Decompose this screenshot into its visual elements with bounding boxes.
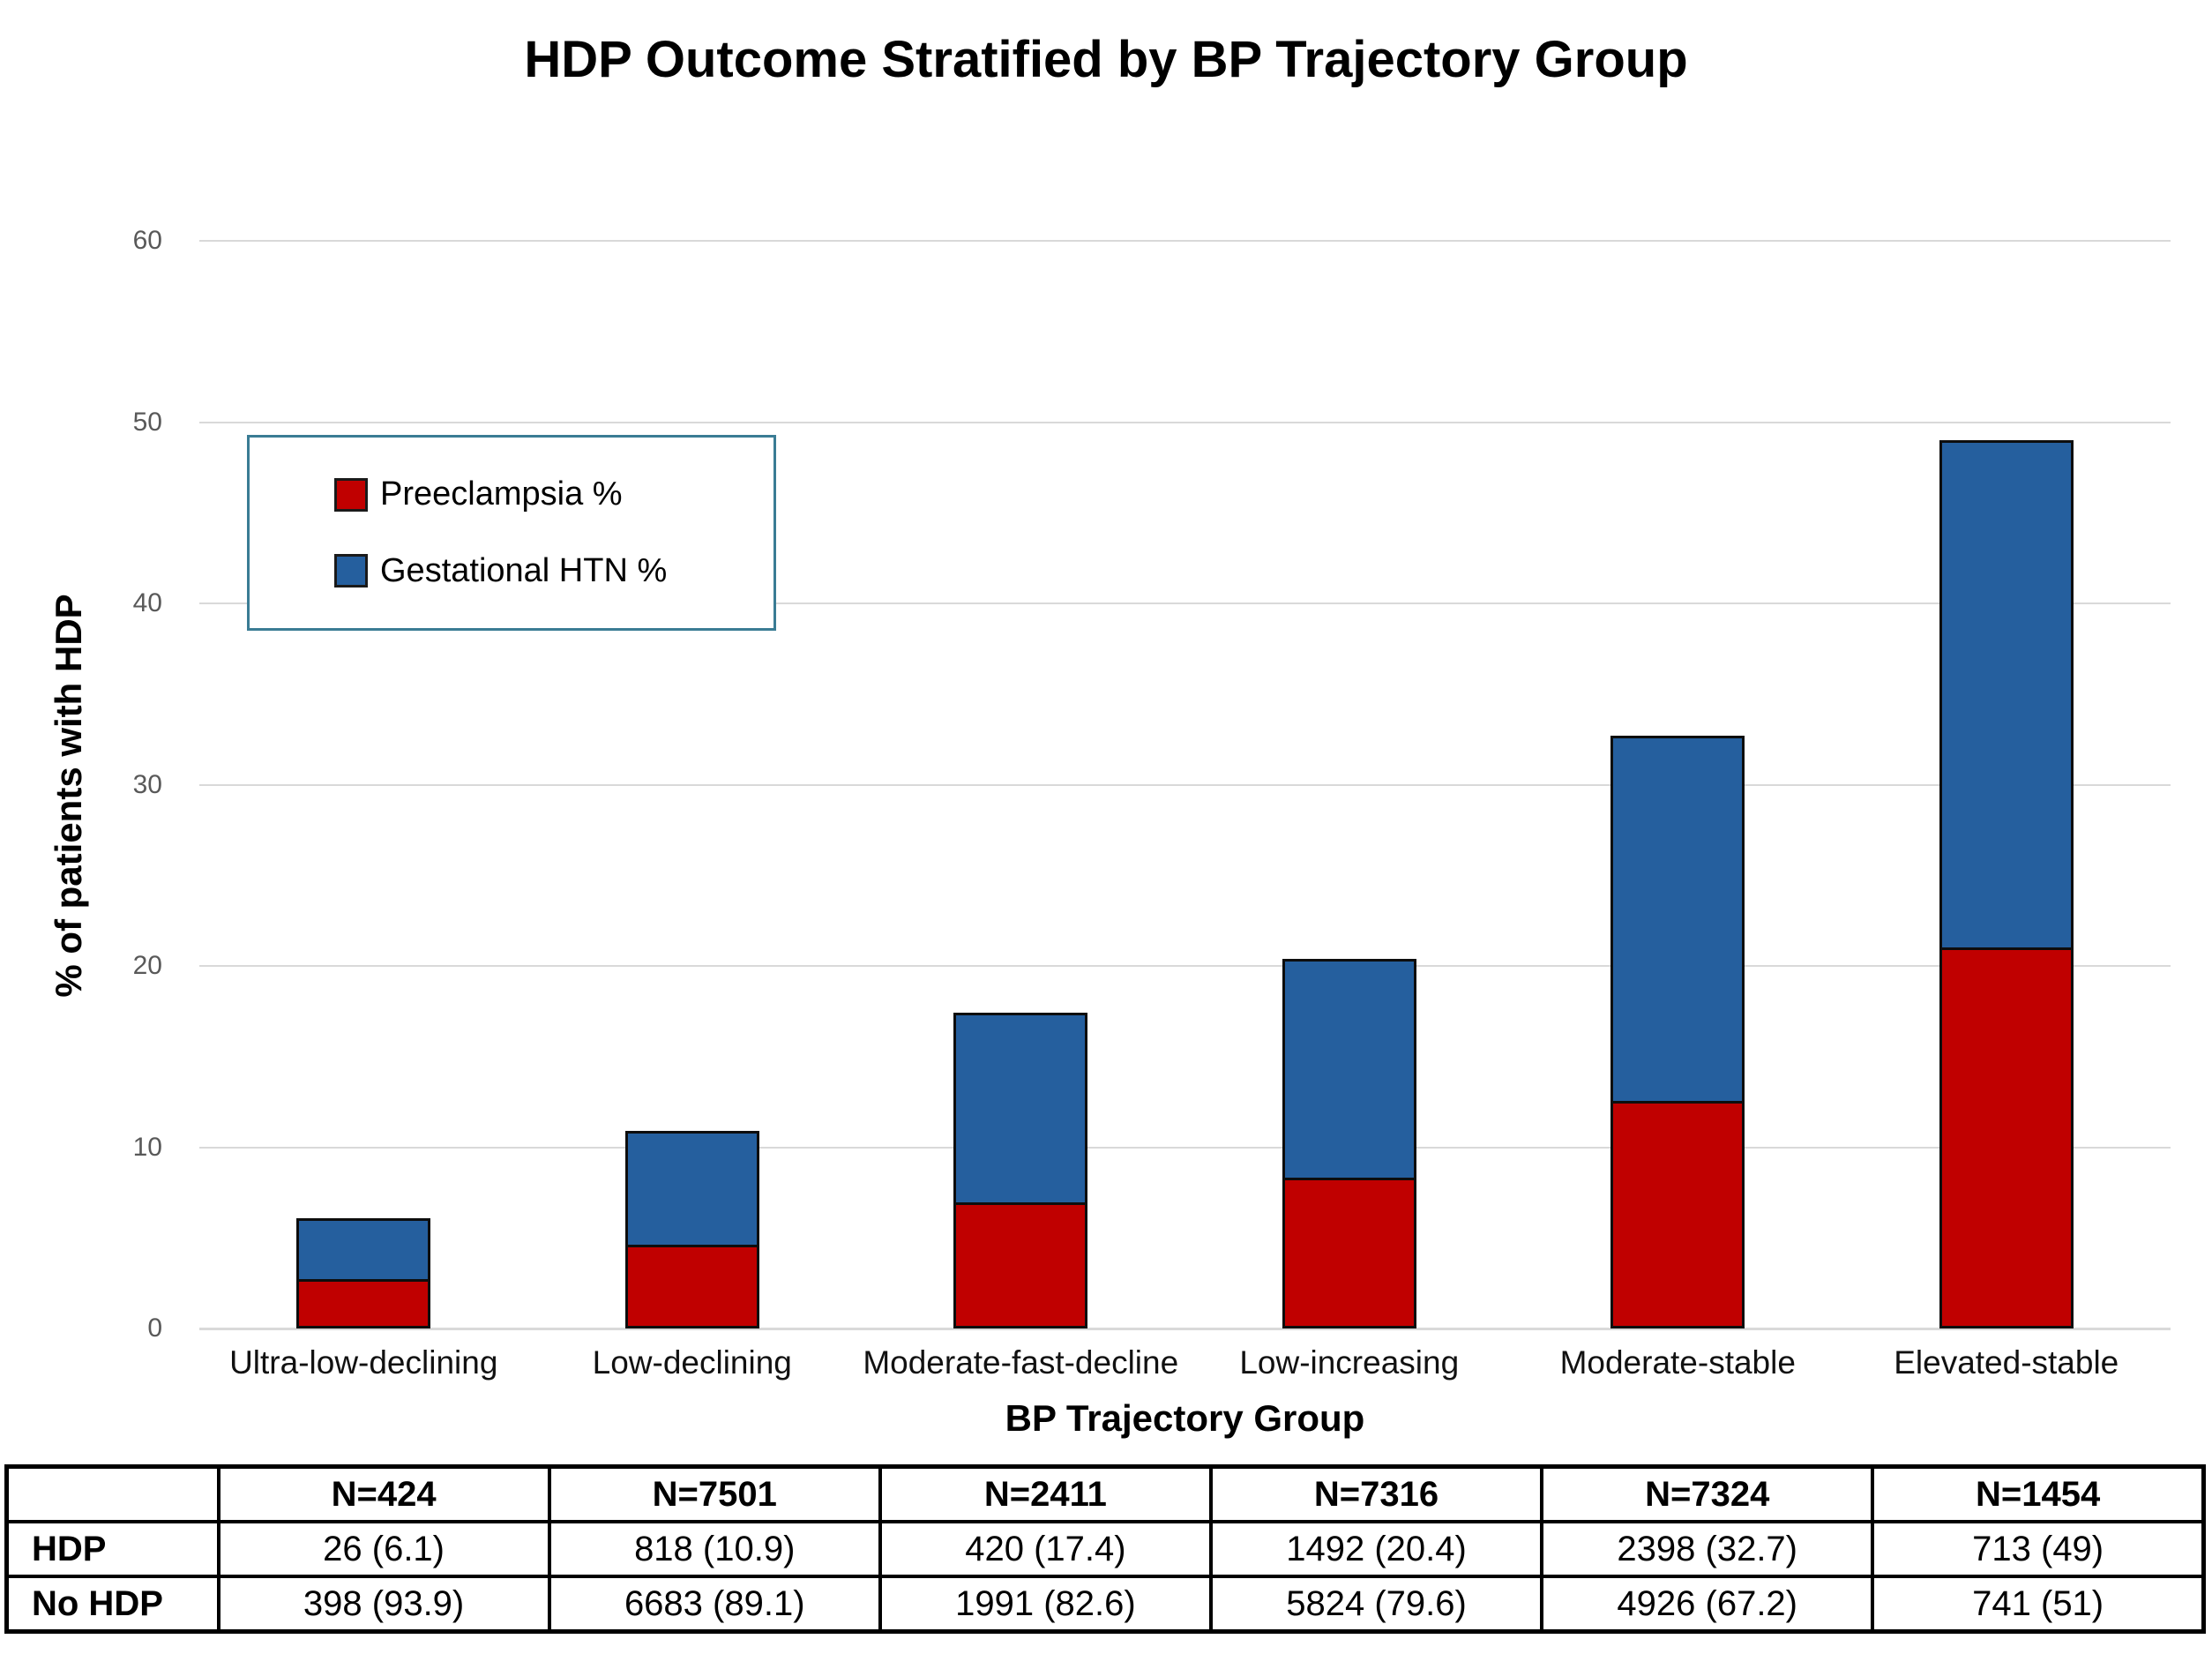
bar-Moderate-fast-decline bbox=[856, 241, 1185, 1328]
table-corner-cell bbox=[4, 1464, 220, 1523]
bar-segment-gestational-htn-% bbox=[624, 1131, 759, 1247]
bar-series bbox=[199, 241, 2171, 1328]
x-tick-label: Low-declining bbox=[592, 1344, 792, 1381]
table-cell: 26 (6.1) bbox=[216, 1520, 551, 1578]
bar-Low-increasing bbox=[1185, 241, 1514, 1328]
table-cell: 398 (93.9) bbox=[216, 1575, 551, 1634]
y-tick-label: 40 bbox=[132, 588, 162, 617]
bar-Low-declining bbox=[528, 241, 857, 1328]
y-tick-label: 0 bbox=[147, 1313, 162, 1343]
table-cell: 713 (49) bbox=[1871, 1520, 2206, 1578]
bar-segment-preeclampsia-% bbox=[953, 1205, 1088, 1328]
x-tick-label: Low-increasing bbox=[1239, 1344, 1460, 1381]
bar-Moderate-stable bbox=[1513, 241, 1842, 1328]
bar-segment-gestational-htn-% bbox=[953, 1013, 1088, 1206]
bar-segment-gestational-htn-% bbox=[1939, 440, 2074, 950]
x-tick-label: Moderate-fast-decline bbox=[863, 1344, 1179, 1381]
table-cell: 2398 (32.7) bbox=[1540, 1520, 1875, 1578]
gridline-40 bbox=[199, 602, 2171, 604]
table-row: No HDP 398 (93.9) 6683 (89.1) 1991 (82.6) 58… bbox=[4, 1575, 2206, 1634]
gridline-60 bbox=[199, 240, 2171, 242]
bar-segment-gestational-htn-% bbox=[1282, 958, 1416, 1180]
table-cell: 741 (51) bbox=[1871, 1575, 2206, 1634]
gridline-50 bbox=[199, 421, 2171, 423]
legend: Preeclampsia % Gestational HTN % bbox=[247, 435, 776, 631]
bar-Elevated-stable bbox=[1842, 241, 2171, 1328]
preeclampsia-swatch-icon bbox=[334, 477, 368, 512]
bar-segment-preeclampsia-% bbox=[1939, 949, 2074, 1328]
gridline-10 bbox=[199, 1146, 2171, 1149]
table-cell: 5824 (79.6) bbox=[1208, 1575, 1544, 1634]
legend-label: Preeclampsia % bbox=[380, 475, 623, 513]
table-cell: 420 (17.4) bbox=[878, 1520, 1213, 1578]
bar-Ultra-low-declining bbox=[199, 241, 528, 1328]
summary-table: N=424 N=7501 N=2411 N=7316 N=7324 N=1454 HDP 26… bbox=[4, 1464, 2206, 1634]
bar-segment-preeclampsia-% bbox=[624, 1246, 759, 1328]
y-tick-label: 20 bbox=[132, 951, 162, 980]
plot-area bbox=[199, 240, 2171, 1330]
x-tick-label: Elevated-stable bbox=[1894, 1344, 2119, 1381]
table-cell: 1492 (20.4) bbox=[1208, 1520, 1544, 1578]
table-cell: 4926 (67.2) bbox=[1540, 1575, 1875, 1634]
bar-segment-gestational-htn-% bbox=[296, 1217, 431, 1282]
legend-entry-gestational-htn: Gestational HTN % bbox=[334, 552, 773, 590]
gridline-0 bbox=[199, 1328, 2171, 1330]
x-tick-label: Moderate-stable bbox=[1559, 1344, 1796, 1381]
y-axis-tick-labels: 0 10 20 30 40 50 60 bbox=[71, 228, 162, 1342]
bar-segment-gestational-htn-% bbox=[1610, 736, 1745, 1104]
gridline-20 bbox=[199, 965, 2171, 967]
x-tick-label: Ultra-low-declining bbox=[229, 1344, 498, 1381]
y-tick-label: 50 bbox=[132, 407, 162, 437]
legend-label: Gestational HTN % bbox=[380, 551, 668, 589]
table-column-header: N=7316 bbox=[1208, 1464, 1544, 1523]
y-tick-label: 60 bbox=[132, 226, 162, 255]
summary-table-grid: N=424 N=7501 N=2411 N=7316 N=7324 N=1454 HDP 26… bbox=[4, 1464, 2206, 1634]
table-cell: 818 (10.9) bbox=[547, 1520, 882, 1578]
table-row-label: HDP bbox=[4, 1520, 220, 1578]
y-tick-label: 10 bbox=[132, 1132, 162, 1162]
table-cell: 6683 (89.1) bbox=[547, 1575, 882, 1634]
gridline-30 bbox=[199, 783, 2171, 786]
bar-segment-preeclampsia-% bbox=[1282, 1179, 1416, 1328]
table-row-label: No HDP bbox=[4, 1575, 220, 1634]
bar-segment-preeclampsia-% bbox=[296, 1281, 431, 1328]
bar-segment-preeclampsia-% bbox=[1610, 1104, 1745, 1328]
table-column-header: N=424 bbox=[216, 1464, 551, 1523]
x-axis-title: BP Trajectory Group bbox=[1005, 1397, 1365, 1439]
x-axis-tick-labels: Ultra-low-declining Low-declining Moderate… bbox=[199, 1344, 2171, 1381]
table-column-header: N=7324 bbox=[1540, 1464, 1875, 1523]
legend-entry-preeclampsia: Preeclampsia % bbox=[334, 475, 773, 513]
table-column-header: N=1454 bbox=[1871, 1464, 2206, 1523]
table-header-row: N=424 N=7501 N=2411 N=7316 N=7324 N=1454 bbox=[4, 1464, 2206, 1523]
table-row: HDP 26 (6.1) 818 (10.9) 420 (17.4) 1492 (20.… bbox=[4, 1520, 2206, 1578]
table-column-header: N=7501 bbox=[547, 1464, 882, 1523]
chart-title: HDP Outcome Stratified by BP Trajectory … bbox=[524, 31, 1688, 88]
table-column-header: N=2411 bbox=[878, 1464, 1213, 1523]
table-cell: 1991 (82.6) bbox=[878, 1575, 1213, 1634]
y-tick-label: 30 bbox=[132, 769, 162, 799]
gestational-htn-swatch-icon bbox=[334, 554, 368, 588]
